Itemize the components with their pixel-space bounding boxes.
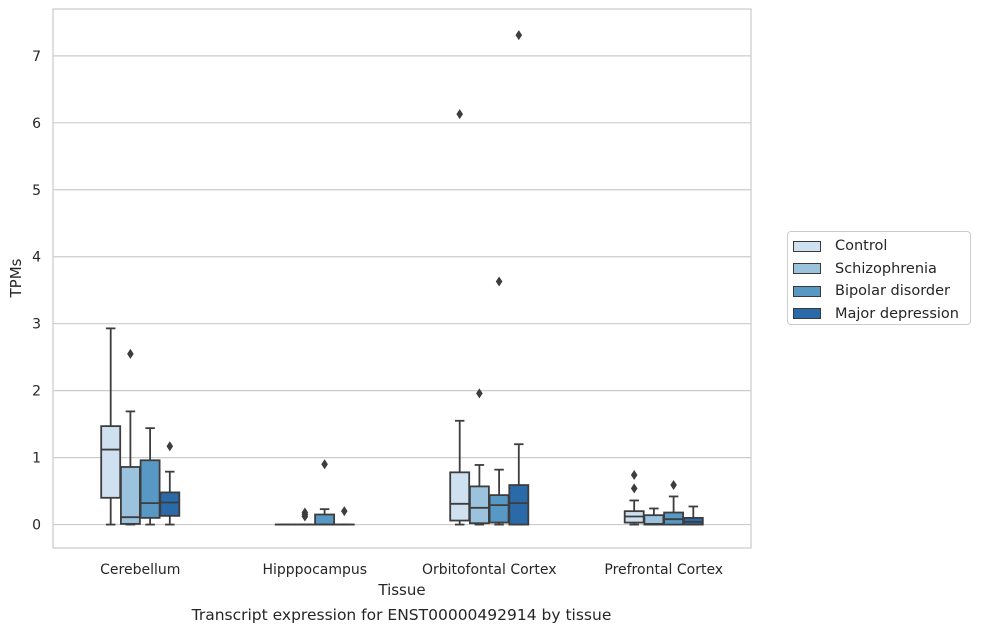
legend-label: Major depression bbox=[835, 305, 959, 322]
y-tick-label: 4 bbox=[32, 250, 41, 266]
chart-caption: Transcript expression for ENST0000049291… bbox=[191, 606, 612, 624]
outlier-point bbox=[341, 506, 348, 517]
legend-item: Control bbox=[793, 235, 970, 258]
box bbox=[488, 494, 510, 524]
y-tick-label: 5 bbox=[32, 183, 41, 199]
box bbox=[508, 484, 530, 526]
legend-label: Schizophrenia bbox=[835, 260, 937, 277]
box bbox=[449, 471, 471, 522]
x-tick-label: Cerebellum bbox=[100, 562, 180, 578]
outlier-point bbox=[670, 480, 677, 491]
box bbox=[468, 485, 490, 525]
box-series bbox=[100, 30, 704, 526]
box bbox=[314, 513, 336, 526]
legend-swatch bbox=[793, 240, 821, 252]
legend-swatch bbox=[793, 308, 821, 320]
y-tick-label: 7 bbox=[32, 49, 41, 65]
legend-item: Bipolar disorder bbox=[793, 280, 970, 303]
plot-frame bbox=[52, 8, 752, 549]
box bbox=[120, 466, 141, 525]
outlier-point bbox=[166, 441, 174, 452]
legend-swatch bbox=[793, 263, 821, 275]
outlier-point bbox=[301, 507, 309, 518]
legend-swatch bbox=[793, 285, 821, 297]
legend-item: Major depression bbox=[793, 303, 970, 326]
y-tick-label: 6 bbox=[32, 116, 41, 132]
outlier-point bbox=[476, 388, 483, 399]
x-tick-labels: Cerebellum Hipppocampus Orbitofontal Corte… bbox=[100, 562, 723, 578]
outlier-point bbox=[515, 30, 523, 41]
box bbox=[100, 425, 122, 499]
outlier-point bbox=[127, 348, 134, 359]
x-tick-label: Orbitofontal Cortex bbox=[422, 562, 557, 578]
y-tick-label: 1 bbox=[32, 451, 41, 467]
outlier-point bbox=[630, 483, 638, 494]
legend-label: Control bbox=[835, 238, 888, 255]
y-tick-label: 0 bbox=[32, 518, 41, 534]
box bbox=[139, 459, 161, 519]
y-tick-label: 3 bbox=[32, 317, 41, 333]
legend: Control Schizophrenia Bipolar disorder Majo… bbox=[787, 231, 971, 325]
y-axis-label: TPMs bbox=[7, 258, 25, 298]
y-tick-label: 2 bbox=[32, 384, 41, 400]
x-tick-label: Prefrontal Cortex bbox=[604, 562, 723, 578]
legend-item: Schizophrenia bbox=[793, 258, 970, 281]
x-tick-label: Hipppocampus bbox=[262, 562, 367, 578]
outlier-point bbox=[495, 276, 503, 287]
y-tick-labels: 0 1 2 3 4 5 6 7 bbox=[32, 49, 41, 534]
outlier-point bbox=[456, 109, 463, 120]
outlier-point bbox=[630, 470, 638, 481]
x-axis-label: Tissue bbox=[377, 581, 425, 599]
outlier-point bbox=[321, 459, 328, 470]
box bbox=[159, 491, 181, 517]
legend-label: Bipolar disorder bbox=[835, 283, 950, 300]
